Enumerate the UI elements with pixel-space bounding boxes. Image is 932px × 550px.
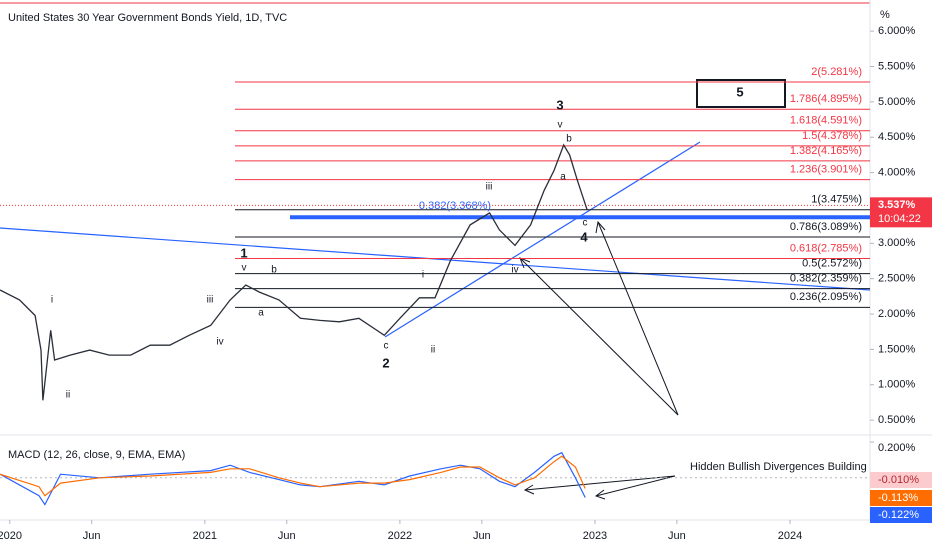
fib-label: 0.236(2.095%) [790,291,862,303]
price-line [0,143,588,401]
trend-line [384,141,701,338]
wave-label: ii [66,390,70,401]
current-price-box [870,197,932,228]
wave-label: iv [216,337,223,348]
x-tick-label: 2022 [388,530,412,542]
macd-value-box [870,507,932,523]
support-label: 0.382(3.368%) [419,200,491,212]
x-tick-label: 2021 [193,530,217,542]
fib-label: 1.5(4.378%) [802,130,862,142]
fib-label: 1.236(3.901%) [790,163,862,175]
x-tick-label: Jun [473,530,491,542]
fib-label: 2(5.281%) [811,66,862,78]
macd-line [0,455,586,497]
wave-label: 2 [382,355,389,370]
x-tick-label: Jun [83,530,101,542]
macd-title: MACD (12, 26, close, 9, EMA, EMA) [8,449,185,461]
y-tick-label: 4.500% [878,131,916,143]
y-tick-label: 1.000% [878,379,916,391]
macd-value-label: -0.010% [878,474,919,486]
x-tick-label: Jun [668,530,686,542]
countdown-label: 10:04:22 [878,213,921,225]
macd-value-box [870,490,932,506]
x-tick-label: 2020 [0,530,22,542]
y-tick-label: 5.500% [878,60,916,72]
wave-label: i [51,295,53,306]
wave-label: 1 [240,245,247,260]
y-tick-label: 5.000% [878,96,916,108]
wave-5-box [696,79,786,108]
fib-label: 1.382(4.165%) [790,145,862,157]
wave-label: v [242,263,247,274]
wave-label: a [560,172,566,183]
macd-value-box [870,472,932,488]
fib-label: 0.5(2.572%) [802,257,862,269]
wave-label: iv [511,265,518,276]
y-tick-label: 6.000% [878,25,916,37]
wave-label: a [258,308,264,319]
wave-label: c [583,218,588,229]
wave-label: c [384,341,389,352]
y-tick-label: 0.500% [878,414,916,426]
wave-label: 4 [580,229,588,244]
wave-label: b [271,265,277,276]
x-tick-label: 2024 [778,530,802,542]
wave-label: b [566,134,572,145]
wave-label: i [422,270,424,281]
wave-label: iii [207,295,214,306]
chart-title: United States 30 Year Government Bonds Y… [8,12,287,24]
fib-label: 0.382(2.359%) [790,273,862,285]
wave-label: v [558,120,563,131]
current-price-label: 3.537% [878,199,916,211]
macd-value-label: -0.122% [878,509,919,521]
fib-label: 0.786(3.089%) [790,221,862,233]
y-tick-label: 2.000% [878,308,916,320]
fib-label: 1.786(4.895%) [790,93,862,105]
y-tick-label: 1.500% [878,343,916,355]
y-tick-label: 2.500% [878,273,916,285]
y-tick-label: 3.000% [878,237,916,249]
x-tick-label: 2023 [583,530,607,542]
fib-label: 1.618(4.591%) [790,115,862,127]
wave-label: ii [431,345,435,356]
fib-label: 1(3.475%) [811,194,862,206]
y-tick-label: 4.000% [878,166,916,178]
macd-value-label: -0.113% [878,492,918,504]
time-axis-bg [0,521,932,550]
x-tick-label: Jun [278,530,296,542]
fib-label: 0.618(2.785%) [790,242,862,254]
macd-annotation: Hidden Bullish Divergences Building [690,461,867,473]
macd-y-tick-label: 0.200% [878,442,916,454]
wave-label: iii [486,182,493,193]
arrows [519,220,679,500]
wave-label: 5 [736,84,743,99]
wave-label: 3 [556,97,563,112]
unit-label: % [880,9,890,21]
